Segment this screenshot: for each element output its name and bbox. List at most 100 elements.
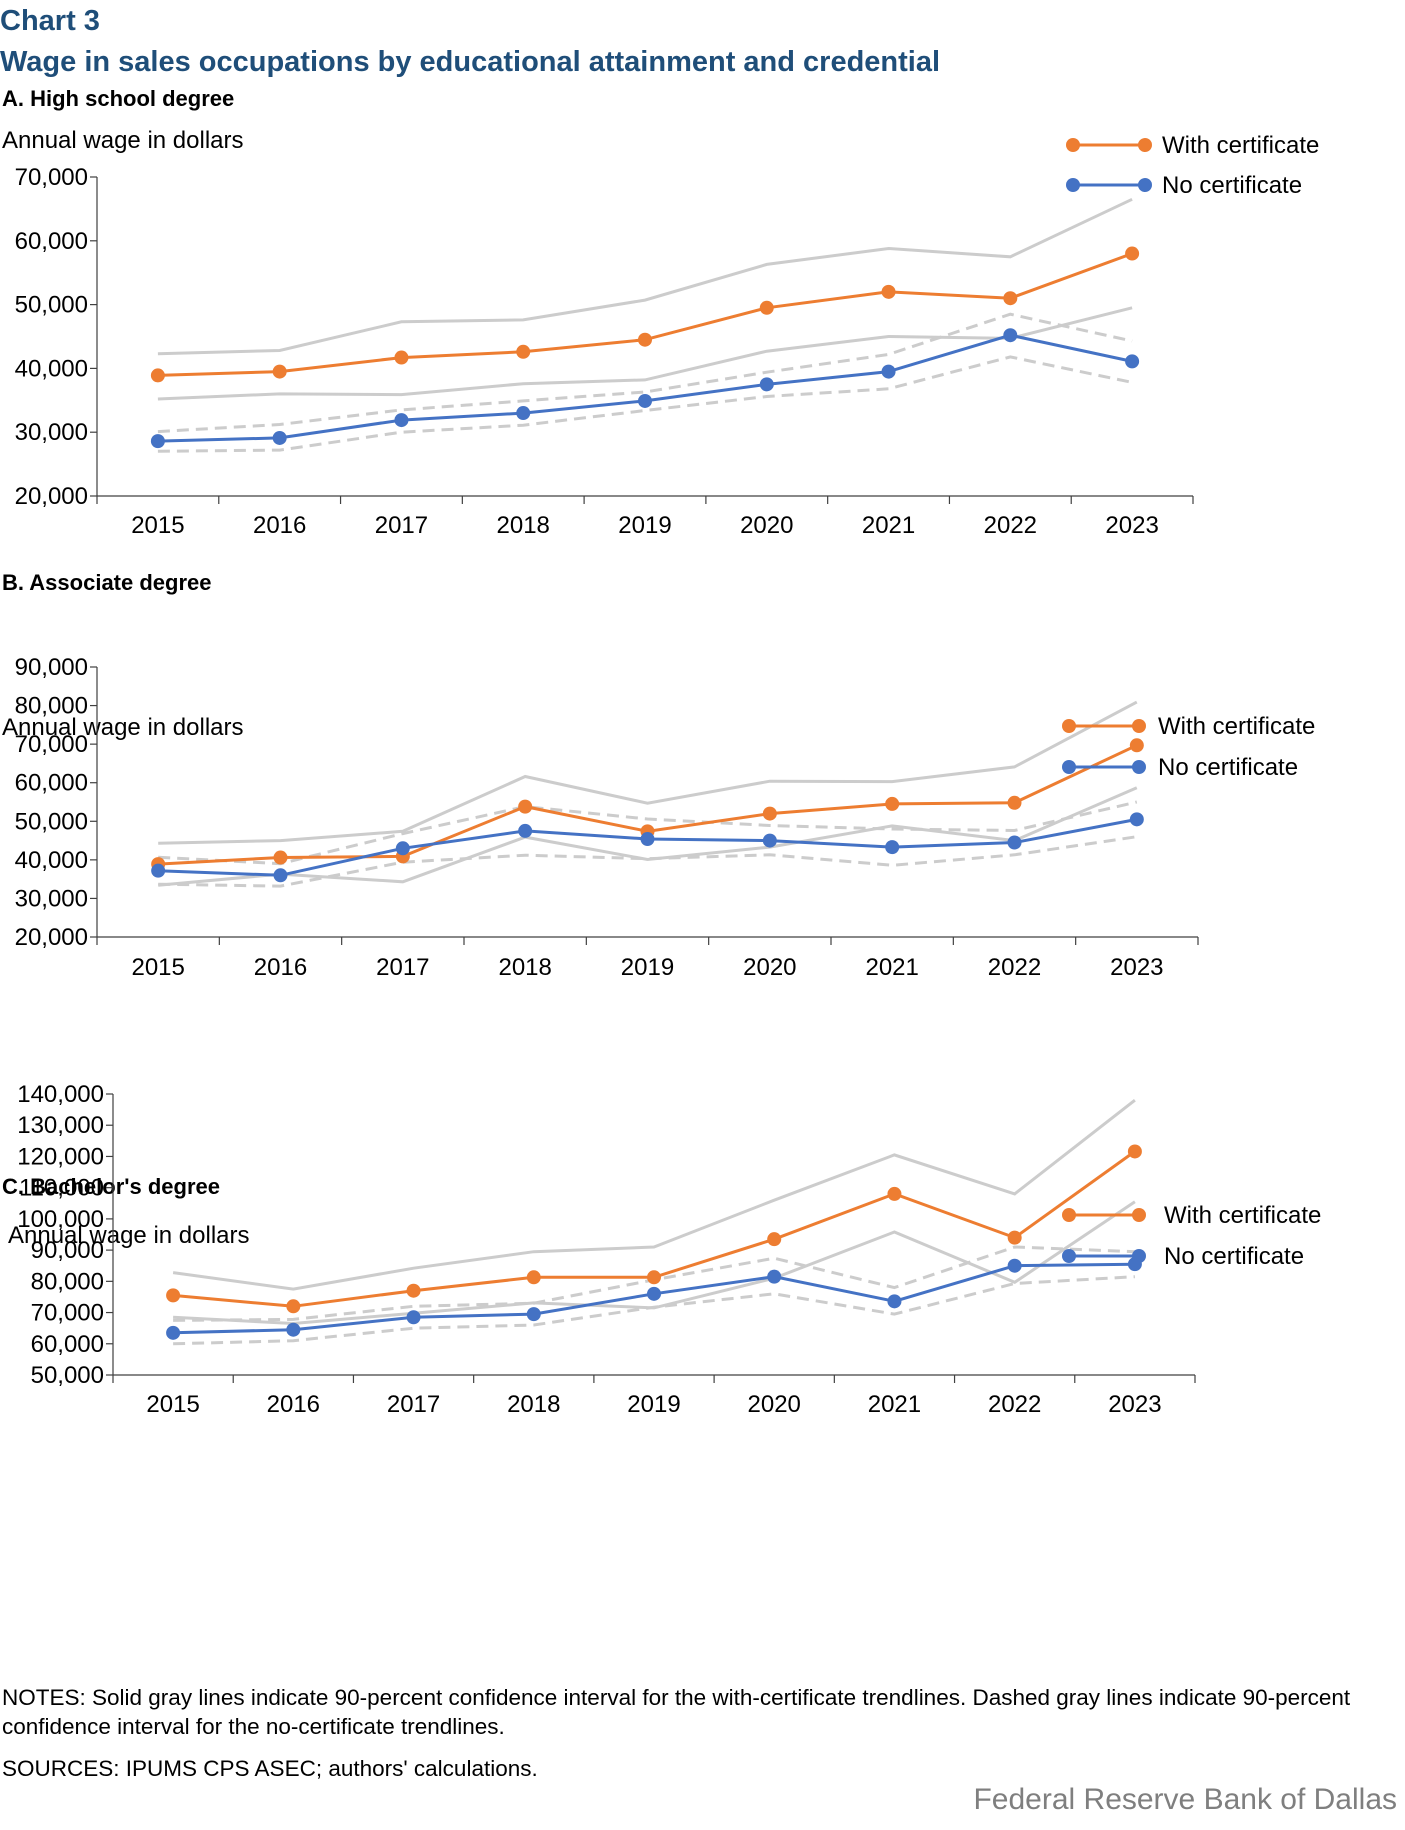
data-point-with-certificate [1007, 1230, 1022, 1245]
legend-label-no-certificate: No certificate [1158, 754, 1298, 781]
x-tick-label: 2021 [862, 512, 915, 539]
y-tick-label: 70,000 [15, 731, 88, 758]
panel-title: C. Bachelor's degree [2, 1174, 220, 1199]
legend-marker-no-certificate [1132, 760, 1146, 774]
x-tick-label: 2015 [146, 1391, 199, 1418]
x-tick-label: 2019 [618, 512, 671, 539]
ci-no-certificate-lower-line [173, 1275, 1135, 1346]
data-point-with-certificate [150, 368, 165, 383]
data-point-with-certificate [1125, 246, 1140, 261]
y-axis-label: Annual wage in dollars [2, 714, 244, 741]
chart-number: Chart 3 [0, 5, 100, 37]
chart-panel-2: B. Associate degree Annual wage in dollar… [2, 570, 1315, 981]
y-tick-label: 60,000 [31, 1331, 104, 1358]
data-point-with-certificate [762, 806, 777, 821]
y-tick-label: 20,000 [15, 483, 88, 510]
y-tick-label: 50,000 [31, 1362, 104, 1389]
y-tick-label: 130,000 [17, 1112, 104, 1139]
data-point-with-certificate [638, 332, 652, 347]
ci-no-certificate-upper-line [157, 312, 1133, 434]
y-tick-label: 70,000 [31, 1300, 104, 1327]
data-point-with-certificate [286, 1299, 301, 1314]
y-tick-label: 90,000 [31, 1237, 104, 1264]
y-tick-label: 120,000 [17, 1143, 104, 1170]
data-point-with-certificate [526, 1270, 541, 1285]
legend-marker-no-certificate [1132, 1249, 1146, 1263]
legend-marker-no-certificate [1066, 178, 1080, 192]
series-line-no-certificate [157, 333, 1133, 443]
x-tick-label: 2019 [627, 1391, 680, 1418]
x-tick-label: 2021 [868, 1391, 921, 1418]
data-point-no-certificate [395, 841, 410, 856]
data-point-with-certificate [887, 1186, 902, 1201]
y-tick-label: 90,000 [15, 654, 88, 681]
y-tick-label: 20,000 [15, 924, 88, 951]
data-point-no-certificate [1125, 354, 1140, 369]
legend-marker-no-certificate [1138, 178, 1152, 192]
data-point-no-certificate [286, 1322, 301, 1337]
data-point-with-certificate [1129, 738, 1144, 753]
legend-label-no-certificate: No certificate [1164, 1243, 1304, 1270]
ci-with-certificate-upper-line [157, 197, 1133, 356]
data-point-with-certificate [273, 850, 288, 865]
x-tick-label: 2017 [376, 954, 429, 981]
x-tick-label: 2016 [253, 512, 306, 539]
panel-title: A. High school degree [2, 86, 234, 111]
chart-title: Wage in sales occupations by educational… [0, 46, 941, 78]
notes-text: NOTES: Solid gray lines indicate 90-perc… [2, 1685, 1351, 1739]
data-point-no-certificate [151, 863, 166, 878]
data-point-with-certificate [1007, 795, 1022, 810]
ci-with-certificate-lower-line [173, 1200, 1136, 1326]
data-point-with-certificate [881, 284, 896, 299]
y-tick-label: 60,000 [15, 770, 88, 797]
y-tick-label: 80,000 [31, 1268, 104, 1295]
y-tick-label: 70,000 [15, 164, 88, 191]
data-point-with-certificate [647, 1270, 661, 1285]
y-tick-label: 100,000 [17, 1206, 104, 1233]
x-tick-label: 2022 [984, 512, 1037, 539]
ci-with-certificate-lower-line [157, 306, 1133, 401]
sources-text: SOURCES: IPUMS CPS ASEC; authors' calcul… [2, 1756, 538, 1781]
data-point-with-certificate [394, 350, 409, 365]
x-tick-label: 2020 [743, 954, 796, 981]
data-point-no-certificate [759, 377, 774, 392]
x-tick-label: 2016 [267, 1391, 320, 1418]
data-point-no-certificate [1007, 835, 1022, 850]
x-tick-label: 2015 [131, 954, 184, 981]
data-point-no-certificate [526, 1307, 541, 1322]
data-point-no-certificate [273, 868, 288, 883]
x-tick-label: 2018 [497, 512, 550, 539]
x-tick-label: 2022 [988, 954, 1041, 981]
x-tick-label: 2023 [1108, 1391, 1161, 1418]
y-tick-label: 80,000 [15, 693, 88, 720]
legend-marker-with-certificate [1138, 138, 1152, 152]
data-point-no-certificate [1129, 812, 1144, 827]
legend-marker-with-certificate [1062, 719, 1076, 733]
x-tick-label: 2017 [387, 1391, 440, 1418]
x-tick-label: 2021 [865, 954, 918, 981]
x-tick-label: 2019 [621, 954, 674, 981]
y-tick-label: 110,000 [19, 1175, 104, 1202]
panel-title: B. Associate degree [2, 570, 212, 595]
data-point-no-certificate [881, 364, 896, 379]
y-tick-label: 50,000 [15, 808, 88, 835]
data-point-no-certificate [762, 833, 777, 848]
x-tick-label: 2022 [988, 1391, 1041, 1418]
series-line-with-certificate [157, 252, 1133, 377]
y-axis-label: Annual wage in dollars [8, 1222, 250, 1249]
chart-panel-3: C. Bachelor's degree Annual wage in dolla… [2, 1081, 1321, 1418]
data-point-no-certificate [1007, 1258, 1022, 1273]
data-point-no-certificate [518, 823, 533, 838]
x-tick-label: 2018 [507, 1391, 560, 1418]
legend-label-with-certificate: With certificate [1158, 713, 1315, 740]
data-point-no-certificate [516, 406, 531, 421]
footer-attribution: Federal Reserve Bank of Dallas [973, 1783, 1397, 1816]
data-point-with-certificate [406, 1283, 421, 1298]
x-tick-label: 2017 [375, 512, 428, 539]
y-tick-label: 40,000 [15, 355, 88, 382]
y-tick-label: 60,000 [15, 228, 88, 255]
data-point-no-certificate [767, 1269, 782, 1284]
data-point-with-certificate [885, 796, 900, 811]
legend-marker-with-certificate [1062, 1208, 1076, 1222]
